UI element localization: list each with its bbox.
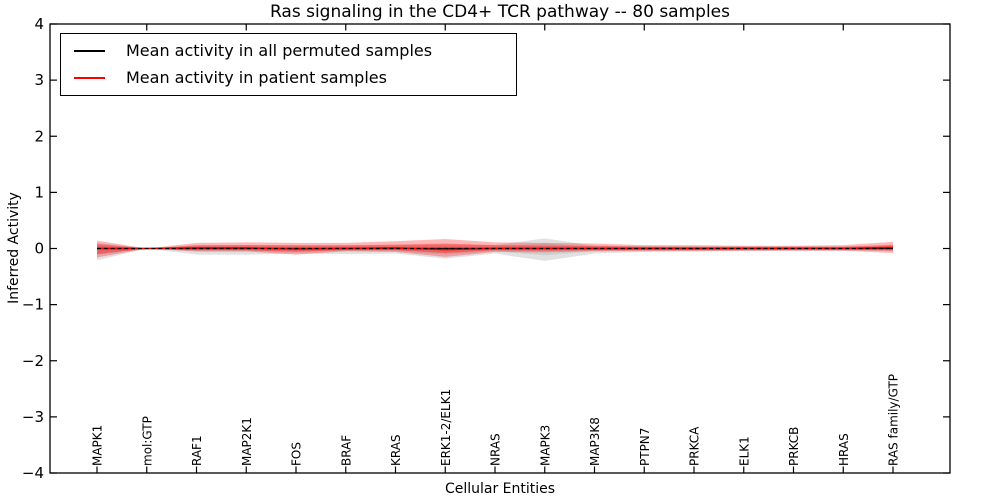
y-tick-label: 4 xyxy=(34,15,44,33)
y-tick-label: 2 xyxy=(34,127,44,145)
y-tick-label: −4 xyxy=(22,464,44,482)
x-tick-label-5: BRAF xyxy=(339,435,353,466)
y-tick-label: −1 xyxy=(22,296,44,314)
x-tick-label-2: RAF1 xyxy=(190,435,204,466)
legend-item-patient: Mean activity in patient samples xyxy=(61,68,516,88)
y-tick-label: 3 xyxy=(34,71,44,89)
x-tick-label-3: MAP2K1 xyxy=(240,417,254,466)
y-tick-label: 1 xyxy=(34,183,44,201)
x-tick-label-4: FOS xyxy=(290,442,304,466)
y-tick-label: −2 xyxy=(22,352,44,370)
x-tick-label-9: MAPK3 xyxy=(538,425,552,466)
x-tick-label-8: NRAS xyxy=(489,433,503,466)
x-tick-label-12: PRKCA xyxy=(688,426,702,466)
x-tick-label-13: ELK1 xyxy=(737,436,751,466)
legend-label-patient: Mean activity in patient samples xyxy=(126,68,387,88)
legend-item-permuted: Mean activity in all permuted samples xyxy=(61,40,516,60)
legend-label-permuted: Mean activity in all permuted samples xyxy=(126,40,433,60)
permuted-range-outer-band xyxy=(97,238,893,261)
permuted-range-inner-band xyxy=(97,243,893,256)
chart-title: Ras signaling in the CD4+ TCR pathway --… xyxy=(269,2,730,22)
x-tick-label-14: PRKCB xyxy=(787,427,801,466)
y-tick-label: −3 xyxy=(22,408,44,426)
legend: Mean activity in all permuted samples Me… xyxy=(60,33,517,96)
y-tick-label: 0 xyxy=(34,240,44,258)
x-tick-label-7: ERK1-2/ELK1 xyxy=(439,389,453,466)
x-tick-label-16: RAS family/GTP xyxy=(887,374,901,466)
legend-line-permuted-icon xyxy=(74,49,105,52)
x-tick-label-6: KRAS xyxy=(389,434,403,466)
x-tick-label-11: PTPN7 xyxy=(638,428,652,466)
x-tick-label-15: HRAS xyxy=(837,433,851,466)
x-tick-label-10: MAP3K8 xyxy=(588,417,602,466)
x-tick-label-1: mol:GTP xyxy=(140,416,154,466)
y-axis-label: Inferred Activity xyxy=(6,192,22,304)
x-axis-label: Cellular Entities xyxy=(444,481,556,497)
legend-line-patient-icon xyxy=(74,77,105,80)
x-tick-label-0: MAPK1 xyxy=(91,425,105,466)
